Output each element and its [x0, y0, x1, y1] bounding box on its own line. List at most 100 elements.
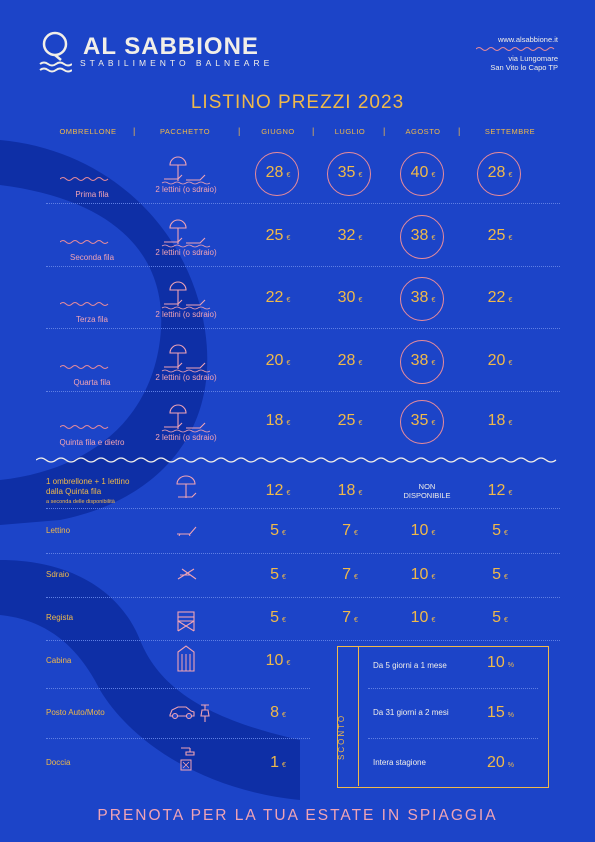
euro-sign: € — [358, 297, 363, 304]
row-4-price-1: 25 € — [320, 412, 380, 430]
extra-2-price-1: 7 € — [320, 566, 380, 584]
car-icon — [169, 706, 195, 720]
address-line-1: via Lungomare — [508, 54, 558, 63]
euro-sign: € — [286, 660, 291, 667]
euro-sign: € — [508, 420, 513, 427]
euro-sign: € — [358, 235, 363, 242]
discount-value: 10% — [487, 654, 514, 672]
price-value: 25 — [337, 412, 356, 429]
column-header-luglio: LUGLIO — [334, 127, 366, 136]
doccia-price: 1 € — [248, 754, 308, 772]
extra-umbrella-lounger-label: 1 ombrellone + 1 lettino dalla Quinta fi… — [46, 477, 166, 507]
price-value: 7 — [342, 566, 351, 583]
euro-sign: € — [286, 490, 291, 497]
price-value: 25 — [265, 227, 284, 244]
extra-label-line-1: 1 ombrellone + 1 lettino — [46, 477, 130, 486]
extra-1-price-1: 7 € — [320, 522, 380, 540]
not-available-line-1: NON — [418, 482, 436, 491]
column-separator: | — [133, 126, 136, 136]
package-label: 2 lettini (o sdraio) — [155, 185, 217, 194]
price-value: 8 — [270, 704, 279, 721]
extra-label: Regista — [46, 613, 74, 622]
euro-sign: € — [358, 420, 363, 427]
euro-sign: € — [504, 617, 508, 624]
extra-3-price-2: 10 € — [393, 609, 453, 627]
euro-sign: € — [286, 360, 291, 367]
percent-sign: % — [507, 712, 515, 719]
price-circle — [255, 152, 299, 196]
wave-line-icon — [59, 417, 110, 435]
price-value: 7 — [342, 609, 351, 626]
umbrella-loungers-icon — [160, 216, 212, 253]
extra-parking-label: Posto Auto/Moto — [46, 708, 105, 717]
price-circle — [400, 340, 444, 384]
column-header-settembre: SETTEMBRE — [484, 127, 536, 136]
column-separator: | — [383, 126, 386, 136]
euro-sign: € — [508, 297, 513, 304]
logo-wave-icon — [39, 31, 72, 73]
page-title: LISTINO PREZZI 2023 — [190, 92, 405, 113]
euro-sign: € — [282, 574, 286, 581]
discount-label: Intera stagione — [373, 758, 426, 767]
price-value: 18 — [265, 412, 284, 429]
extra-doccia-label: Doccia — [46, 758, 71, 767]
row-label: Terza fila — [75, 315, 108, 324]
brand-tagline: STABILIMENTO BALNEARE — [80, 58, 274, 68]
euro-sign: € — [354, 574, 358, 581]
extra-0-price-giugno: 12 € — [248, 482, 308, 500]
price-value: 28 — [337, 352, 356, 369]
row-label: Quarta fila — [73, 378, 111, 387]
euro-sign: € — [282, 617, 286, 624]
discount-divider — [368, 688, 538, 689]
euro-sign: € — [286, 420, 291, 427]
price-value: 5 — [492, 566, 501, 583]
package-label: 2 lettini (o sdraio) — [155, 373, 217, 382]
package-label: 2 lettini (o sdraio) — [155, 248, 217, 257]
price-value: 10 — [410, 522, 429, 539]
row-label: Seconda fila — [69, 253, 115, 262]
price-value: 10 — [410, 566, 429, 583]
package-label: 2 lettini (o sdraio) — [155, 433, 217, 442]
price-circle — [400, 152, 444, 196]
address-line-2: San Vito lo Capo TP — [490, 63, 558, 72]
extra-0-price-settembre: 12 € — [470, 482, 530, 500]
row-label: Quinta fila e dietro — [59, 438, 125, 447]
director-chair-icon — [176, 610, 196, 637]
price-value: 32 — [337, 227, 356, 244]
parking-price: 8 € — [248, 704, 308, 722]
euro-sign: € — [282, 530, 286, 537]
row-3-price-0: 20 € — [248, 352, 308, 370]
row-divider — [46, 553, 560, 554]
discount-value: 15% — [487, 704, 514, 722]
euro-sign: € — [508, 490, 513, 497]
brand-name: AL SABBIONE — [83, 33, 259, 60]
scooter-icon — [200, 704, 210, 722]
wave-line-icon — [59, 169, 110, 187]
extra-note: a seconda delle disponibilità — [46, 499, 115, 505]
package-label: 2 lettini (o sdraio) — [155, 310, 217, 319]
row-label: Prima fila — [75, 190, 109, 199]
umbrella-lounger-icon — [176, 475, 197, 498]
row-divider — [46, 328, 560, 329]
euro-sign: € — [354, 530, 358, 537]
discount-box — [337, 646, 549, 788]
discount-value: 20% — [487, 754, 514, 772]
discount-number: 10 — [487, 654, 505, 671]
row-divider — [46, 688, 310, 689]
price-circle — [400, 215, 444, 259]
price-value: 5 — [270, 609, 279, 626]
discount-label: Da 31 giorni a 2 mesi — [373, 708, 449, 717]
website-link[interactable]: www.alsabbione.it — [497, 35, 558, 44]
extra-3-price-1: 7 € — [320, 609, 380, 627]
column-header-agosto: AGOSTO — [405, 127, 441, 136]
footer-tagline: PRENOTA PER LA TUA ESTATE IN SPIAGGIA — [97, 807, 498, 824]
row-2-price-1: 30 € — [320, 289, 380, 307]
row-divider — [46, 203, 560, 204]
wave-line-icon — [476, 47, 555, 51]
price-value: 5 — [492, 609, 501, 626]
euro-sign: € — [358, 360, 363, 367]
extra-1-price-0: 5 € — [248, 522, 308, 540]
wave-divider — [36, 457, 557, 463]
